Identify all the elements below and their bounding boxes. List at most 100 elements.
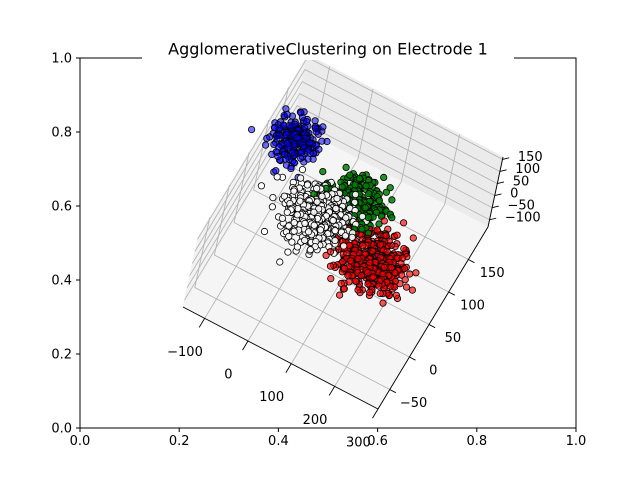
z-axis-tick-label: 0 xyxy=(510,186,518,201)
scatter-point xyxy=(268,203,276,211)
scatter-point xyxy=(376,241,384,249)
scatter-point xyxy=(293,134,301,142)
scatter-point xyxy=(388,196,396,204)
scatter-point xyxy=(344,272,352,280)
y-axis-tick-label: 0 xyxy=(429,364,437,379)
scatter-point xyxy=(261,141,270,149)
scatter-point xyxy=(257,182,265,190)
scatter-point xyxy=(382,231,390,239)
scatter-point xyxy=(358,225,366,233)
scatter-point xyxy=(333,194,341,203)
scatter-point xyxy=(285,232,293,240)
scatter-point xyxy=(388,214,396,222)
scatter-point xyxy=(260,227,269,236)
3d-axes: −1000100200300−50050100150−100−500501001… xyxy=(167,150,543,450)
z-axis-tick xyxy=(492,205,499,209)
scatter-point xyxy=(293,211,301,219)
scatter-point xyxy=(283,110,291,119)
x-axis-tick-label: 200 xyxy=(303,413,328,428)
scatter-point xyxy=(285,222,293,230)
grid-line-x xyxy=(204,66,331,319)
scatter-point xyxy=(290,227,298,235)
scatter-point xyxy=(326,262,335,270)
x-axis-tick-label: −100 xyxy=(167,345,203,360)
scatter-point xyxy=(290,219,298,227)
outer-x-tick-label: 0.0 xyxy=(70,434,91,449)
z-axis-tick xyxy=(497,181,505,184)
scatter-points xyxy=(248,105,420,307)
scatter-point xyxy=(303,181,311,189)
scatter-point xyxy=(364,214,372,222)
outer-y-tick-label: 0.8 xyxy=(51,126,72,141)
scatter-point xyxy=(297,109,305,117)
scatter-point xyxy=(318,137,326,145)
z-axis-tick xyxy=(494,193,502,197)
scatter-point xyxy=(272,167,280,175)
scatter-point xyxy=(290,159,298,167)
scatter-point xyxy=(362,182,370,190)
scatter-point xyxy=(351,277,359,285)
grid-line-x xyxy=(334,134,461,387)
scatter-point xyxy=(288,238,296,246)
scatter-point xyxy=(366,259,374,267)
scatter-point xyxy=(398,254,407,262)
scatter-point xyxy=(342,163,350,171)
scatter-point xyxy=(293,243,301,251)
scatter-point xyxy=(276,258,284,266)
scatter-point xyxy=(318,192,326,200)
scatter-point xyxy=(386,184,394,192)
scatter-point xyxy=(345,278,353,286)
x-axis-line xyxy=(182,306,379,410)
scatter-point xyxy=(248,126,256,134)
scatter-point xyxy=(327,274,335,283)
x-axis-tick xyxy=(328,386,336,396)
scatter-point xyxy=(282,131,291,139)
scatter-point xyxy=(337,279,345,288)
scatter-point xyxy=(369,273,377,281)
scatter-point xyxy=(273,173,281,181)
scatter-point xyxy=(399,219,408,227)
scatter-point xyxy=(329,216,337,225)
scatter-point xyxy=(271,124,279,132)
scatter-point xyxy=(326,248,335,256)
grid-line-z xyxy=(191,81,498,264)
grid-line-z xyxy=(186,105,493,288)
scatter-point xyxy=(296,174,305,182)
x-axis-tick xyxy=(198,318,206,328)
grid-line-z xyxy=(194,68,501,252)
scatter-point xyxy=(351,190,360,199)
scatter-point xyxy=(380,263,388,271)
scatter-point xyxy=(412,269,420,277)
scatter-point xyxy=(408,286,416,294)
outer-x-tick-label: 0.4 xyxy=(268,434,289,449)
x-axis-tick-label: 0 xyxy=(224,368,232,383)
scatter-point xyxy=(393,231,401,239)
y-axis-tick-label: 150 xyxy=(480,266,505,281)
outer-y-ticks: 0.0 0.2 0.4 0.6 0.8 1.0 xyxy=(51,52,80,437)
outer-x-ticks: 0.0 0.2 0.4 0.6 0.8 1.0 xyxy=(70,428,586,449)
scatter-point xyxy=(290,187,298,195)
scatter-point xyxy=(298,166,307,174)
scatter-point xyxy=(383,248,391,256)
scatter-point xyxy=(366,288,374,296)
scatter-point xyxy=(348,233,356,241)
scatter-point xyxy=(331,236,339,245)
chart-title: AgglomerativeClustering on Electrode 1 xyxy=(168,40,488,59)
scatter-point xyxy=(400,245,408,253)
y-axis-tick-label: 50 xyxy=(445,331,462,346)
scatter-point xyxy=(285,122,293,130)
scatter-point xyxy=(301,219,309,227)
grid-line-x xyxy=(247,88,374,342)
scatter-point xyxy=(315,145,323,153)
scatter-point xyxy=(316,226,325,234)
scatter-point xyxy=(346,171,354,179)
scatter-point xyxy=(281,155,290,163)
y-axis-tick-label: 100 xyxy=(460,299,485,314)
outer-y-tick-label: 0.2 xyxy=(51,348,72,363)
scatter-point xyxy=(364,280,372,288)
outer-y-tick-label: 0.0 xyxy=(51,422,72,437)
x-axis-tick xyxy=(285,363,292,373)
scatter-point xyxy=(297,154,305,162)
scatter-point xyxy=(311,124,319,132)
scatter-point xyxy=(306,246,314,254)
